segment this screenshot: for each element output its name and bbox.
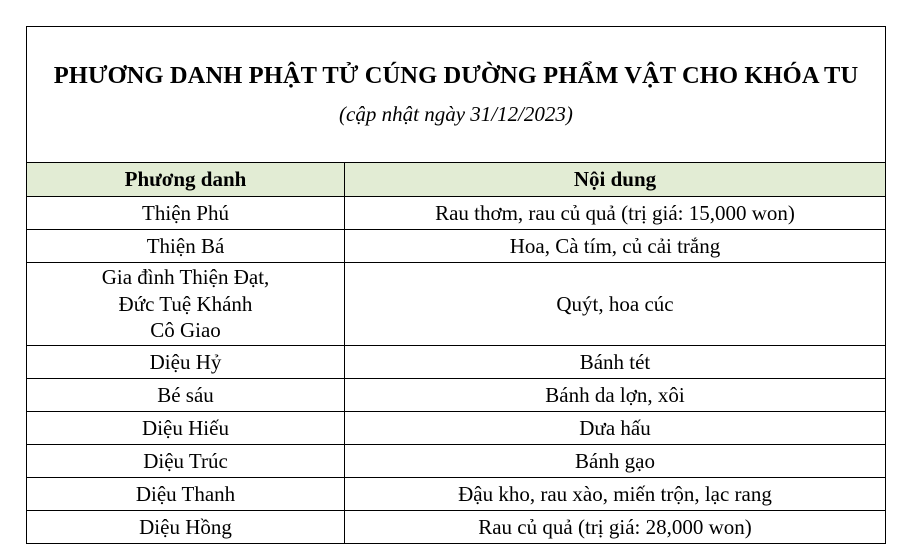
row-name-cell: Diệu Hiếu [26, 411, 345, 445]
row-name-cell: Thiện Phú [26, 196, 345, 230]
row-name-line: Diệu Hiếu [142, 415, 229, 440]
row-content-cell: Bánh tét [344, 345, 886, 379]
page-subtitle: (cập nhật ngày 31/12/2023) [339, 102, 573, 127]
row-content-cell: Quýt, hoa cúc [344, 262, 886, 346]
column-header-name: Phương danh [26, 162, 345, 197]
row-name-line: Diệu Thanh [135, 481, 236, 506]
row-name-cell: Diệu Trúc [26, 444, 345, 478]
table-row: Diệu Thanh Đậu kho, rau xào, miến trộn, … [26, 477, 886, 511]
row-name-cell: Diệu Thanh [26, 477, 345, 511]
table-row: Bé sáu Bánh da lợn, xôi [26, 378, 886, 412]
table-row: Diệu Trúc Bánh gạo [26, 444, 886, 478]
row-name-line: Bé sáu [157, 382, 214, 407]
row-content-cell: Bánh gạo [344, 444, 886, 478]
row-content-cell: Dưa hấu [344, 411, 886, 445]
row-name-cell: Diệu Hỷ [26, 345, 345, 379]
row-name-cell: Gia đình Thiện Đạt, Đức Tuệ Khánh Cô Gia… [26, 262, 345, 346]
table-row: Diệu Hỷ Bánh tét [26, 345, 886, 379]
row-content-cell: Rau thơm, rau củ quả (trị giá: 15,000 wo… [344, 196, 886, 230]
offering-table: PHƯƠNG DANH PHẬT TỬ CÚNG DƯỜNG PHẨM VẬT … [26, 26, 886, 544]
row-content-cell: Rau củ quả (trị giá: 28,000 won) [344, 510, 886, 544]
table-row: Thiện Phú Rau thơm, rau củ quả (trị giá:… [26, 196, 886, 230]
row-name-line: Thiện Bá [146, 233, 225, 258]
row-name-line: Diệu Hỷ [149, 349, 222, 374]
row-name-cell: Diệu Hồng [26, 510, 345, 544]
table-header-row: Phương danh Nội dung [26, 162, 886, 197]
row-name-line: Đức Tuệ Khánh [118, 291, 253, 316]
table-row: Thiện Bá Hoa, Cà tím, củ cải trắng [26, 229, 886, 263]
row-name-line: Cô Giao [150, 318, 221, 343]
row-content-cell: Hoa, Cà tím, củ cải trắng [344, 229, 886, 263]
title-row: PHƯƠNG DANH PHẬT TỬ CÚNG DƯỜNG PHẨM VẬT … [26, 26, 886, 163]
row-name-line: Diệu Trúc [143, 448, 228, 473]
row-content-cell: Đậu kho, rau xào, miến trộn, lạc rang [344, 477, 886, 511]
row-name-line: Diệu Hồng [139, 514, 232, 539]
table-row: Diệu Hiếu Dưa hấu [26, 411, 886, 445]
column-header-content: Nội dung [344, 162, 886, 197]
row-name-cell: Bé sáu [26, 378, 345, 412]
table-row: Diệu Hồng Rau củ quả (trị giá: 28,000 wo… [26, 510, 886, 544]
row-name-line: Gia đình Thiện Đạt, [101, 264, 270, 289]
table-body: PHƯƠNG DANH PHẬT TỬ CÚNG DƯỜNG PHẨM VẬT … [26, 26, 886, 544]
page-title: PHƯƠNG DANH PHẬT TỬ CÚNG DƯỜNG PHẨM VẬT … [53, 62, 859, 90]
row-name-cell: Thiện Bá [26, 229, 345, 263]
table-row: Gia đình Thiện Đạt, Đức Tuệ Khánh Cô Gia… [26, 262, 886, 346]
title-block: PHƯƠNG DANH PHẬT TỬ CÚNG DƯỜNG PHẨM VẬT … [26, 26, 886, 163]
row-name-line: Thiện Phú [142, 200, 229, 225]
row-content-cell: Bánh da lợn, xôi [344, 378, 886, 412]
